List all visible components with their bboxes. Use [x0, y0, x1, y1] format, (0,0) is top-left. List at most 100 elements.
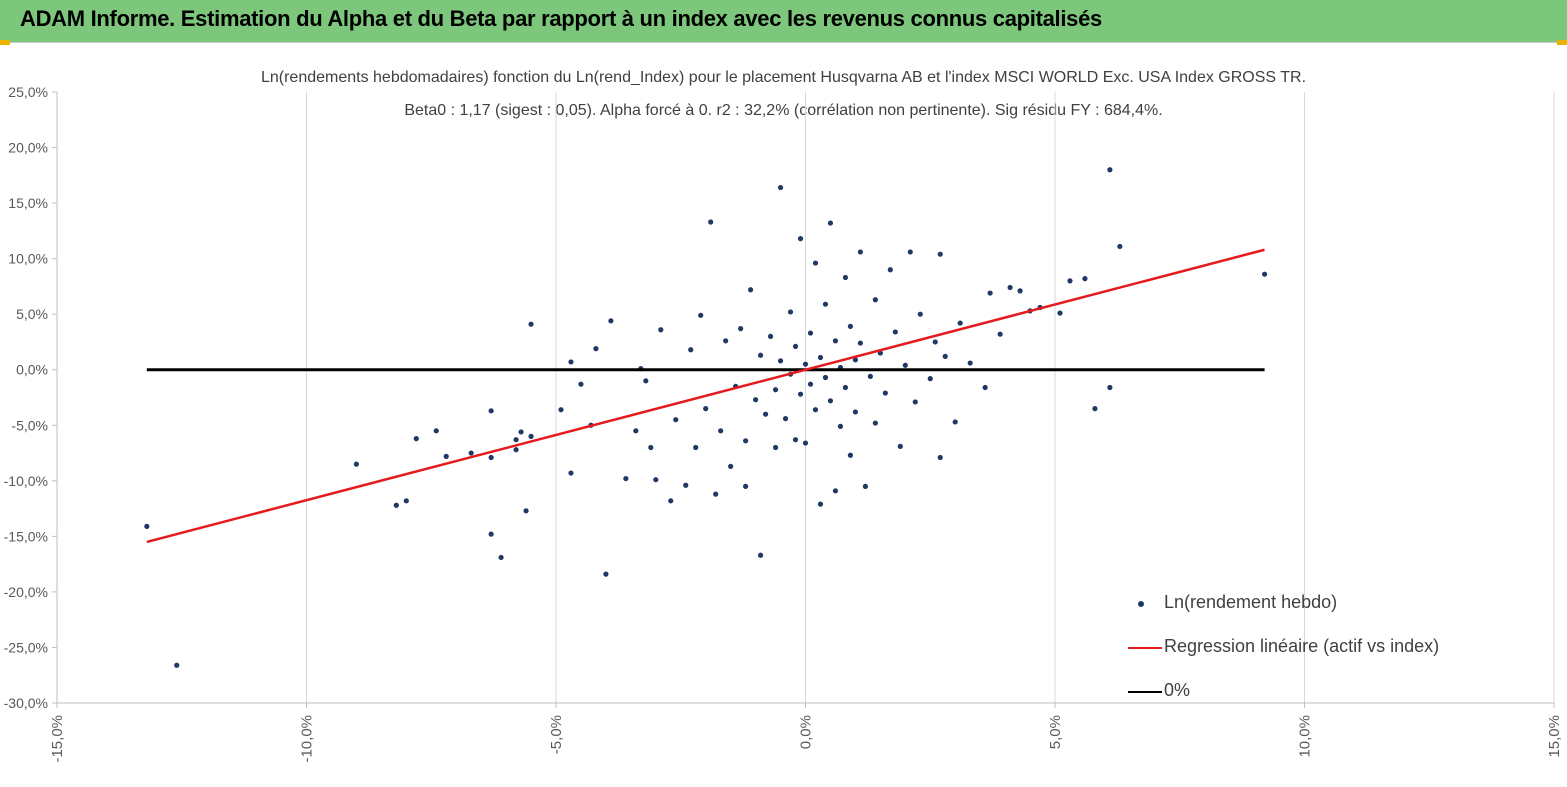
- scatter-point: [578, 381, 584, 387]
- scatter-point: [658, 327, 664, 333]
- regression-line: [146, 248, 1265, 544]
- y-tick-label: 25,0%: [8, 84, 48, 100]
- scatter-point: [802, 361, 809, 367]
- scatter-point: [1107, 167, 1113, 173]
- scatter-point: [782, 416, 789, 422]
- scatter-point: [593, 346, 599, 352]
- scatter-point: [488, 531, 494, 537]
- scatter-point: [403, 498, 409, 504]
- scatter-point: [713, 491, 719, 497]
- scatter-point: [982, 384, 988, 391]
- scatter-point: [623, 475, 629, 482]
- scatter-point: [353, 461, 359, 467]
- scatter-point: [952, 419, 958, 425]
- scatter-point: [743, 483, 749, 489]
- scatter-point: [1092, 406, 1098, 412]
- scatter-point: [902, 362, 908, 368]
- scatter-point: [912, 399, 918, 405]
- scatter-point: [1057, 310, 1063, 316]
- scatter-point: [1082, 276, 1088, 282]
- scatter-point: [797, 391, 804, 397]
- chart-subtitle: Beta0 : 1,17 (sigest : 0,05). Alpha forc…: [404, 102, 1163, 119]
- scatter-point: [792, 343, 799, 349]
- scatter-point: [867, 373, 873, 379]
- scatter-point: [787, 309, 794, 315]
- scatter-point: [528, 321, 534, 327]
- x-tick-label: -5,0%: [548, 715, 565, 754]
- scatter-point: [792, 437, 799, 443]
- scatter-point: [673, 417, 679, 423]
- scatter-point: [937, 454, 943, 461]
- scatter-point: [1117, 243, 1123, 250]
- scatter-point: [528, 433, 534, 439]
- scatter-point: [693, 444, 699, 451]
- axes: [52, 91, 1555, 708]
- scatter-point: [812, 407, 819, 413]
- scatter-point: [842, 384, 849, 391]
- scatter-point: [558, 407, 564, 413]
- y-tick-label: -20,0%: [4, 584, 48, 600]
- scatter-point: [847, 323, 854, 330]
- chart-title: Ln(rendements hebdomadaires) fonction du…: [260, 69, 1307, 86]
- y-tick-label: 0,0%: [16, 362, 48, 378]
- scatter-point: [643, 378, 649, 384]
- scatter-point: [857, 249, 863, 255]
- scatter-point: [648, 444, 654, 451]
- scatter-point: [827, 398, 834, 404]
- scatter-point: [852, 357, 859, 363]
- scatter-point: [967, 360, 973, 366]
- scatter-point: [957, 320, 963, 326]
- scatter-point: [832, 338, 839, 344]
- legend-label-regression: Regression linéaire (actif vs index): [1164, 636, 1440, 656]
- scatter-point: [568, 359, 574, 365]
- scatter-point: [832, 488, 839, 494]
- data-series: [144, 167, 1268, 668]
- scatter-point: [937, 251, 943, 257]
- scatter-point: [862, 483, 868, 489]
- scatter-point: [488, 408, 494, 414]
- scatter-point: [767, 333, 774, 339]
- x-tick-label: -10,0%: [299, 715, 316, 763]
- scatter-point: [688, 347, 694, 353]
- scatter-point: [822, 374, 829, 381]
- scatter-point: [743, 438, 749, 444]
- scatter-point: [757, 552, 764, 558]
- scatter-point: [738, 326, 744, 332]
- y-tick-label: -15,0%: [4, 528, 48, 544]
- scatter-point: [443, 453, 449, 459]
- scatter-point: [683, 482, 689, 488]
- scatter-point: [897, 443, 903, 449]
- scatter-point: [942, 353, 948, 359]
- scatter-point: [723, 338, 729, 344]
- scatter-point: [802, 440, 809, 446]
- y-tick-label: -30,0%: [4, 695, 48, 711]
- scatter-point: [498, 554, 504, 561]
- scatter-point: [718, 428, 724, 434]
- scatter-point: [857, 340, 863, 346]
- scatter-point: [1107, 384, 1113, 391]
- scatter-point: [932, 339, 938, 345]
- scatter-point: [728, 463, 734, 469]
- scatter-point: [777, 184, 784, 191]
- scatter-point: [708, 219, 714, 225]
- scatter-point: [827, 220, 834, 226]
- scatter-point: [842, 274, 849, 281]
- scatter-point: [847, 452, 854, 458]
- x-tick-label: 15,0%: [1546, 715, 1563, 758]
- y-tick-label: 15,0%: [8, 195, 48, 211]
- y-tick-label: -25,0%: [4, 639, 48, 655]
- scatter-point: [608, 318, 614, 324]
- x-tick-label: 0,0%: [798, 715, 815, 749]
- scatter-point: [633, 428, 639, 434]
- scatter-point: [523, 508, 529, 514]
- scatter-point: [413, 436, 419, 442]
- scatter-point: [468, 450, 474, 456]
- scatter-point: [748, 287, 754, 293]
- scatter-point: [887, 267, 893, 273]
- scatter-point: [1007, 284, 1013, 291]
- scatter-point: [518, 429, 524, 435]
- scatter-point: [393, 502, 399, 508]
- y-tick-label: -10,0%: [4, 473, 48, 489]
- scatter-point: [872, 420, 878, 426]
